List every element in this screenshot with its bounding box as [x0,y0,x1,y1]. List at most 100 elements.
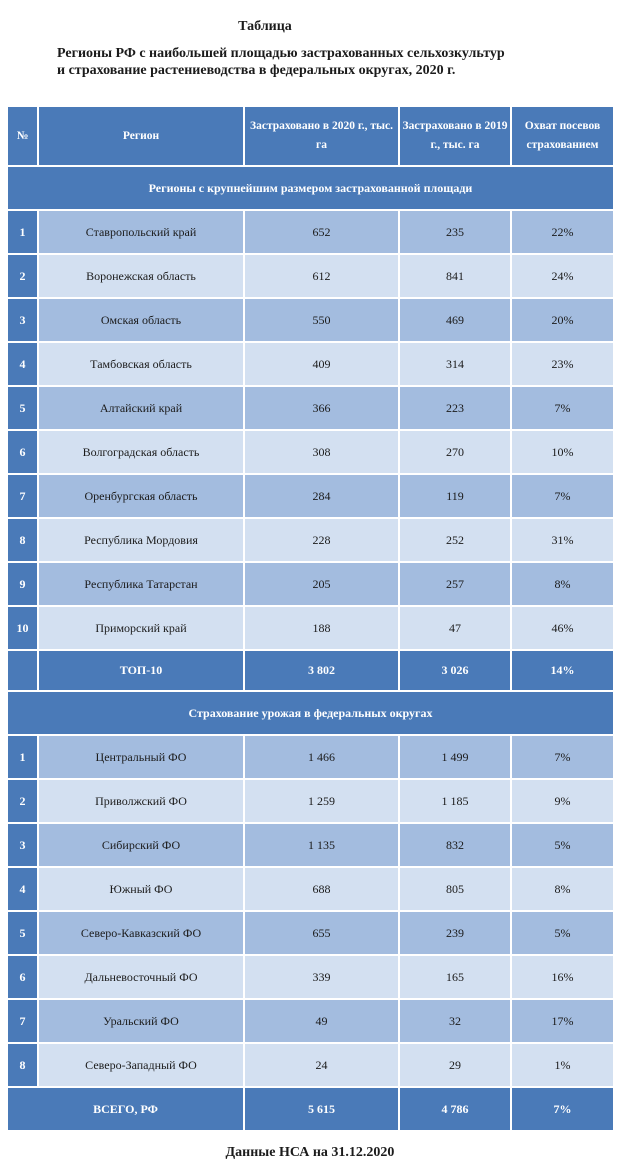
coverage-percent: 7% [512,736,613,780]
insured-2019: 1 499 [400,736,512,780]
insured-2019: 165 [400,956,512,1000]
insured-2019: 32 [400,1000,512,1044]
source-note: Данные НСА на 31.12.2020 [225,1145,395,1160]
row-number: 5 [8,912,39,956]
table-row: 8 Северо-Западный ФО 24 29 1% [8,1044,613,1088]
table-row: 5 Алтайский край 366 223 7% [8,387,613,431]
table-row: 2 Приволжский ФО 1 259 1 185 9% [8,780,613,824]
region-name: Сибирский ФО [39,824,245,868]
coverage-percent: 10% [512,431,613,475]
coverage-percent: 23% [512,343,613,387]
row-number: 7 [8,475,39,519]
coverage-percent: 8% [512,563,613,607]
coverage-percent: 46% [512,607,613,651]
coverage-percent: 17% [512,1000,613,1044]
section-row: Страхование урожая в федеральных округах [8,692,613,736]
row-number: 10 [8,607,39,651]
row-number: 4 [8,868,39,912]
insured-2020: 284 [245,475,400,519]
row-number: 7 [8,1000,39,1044]
insurance-table: № Регион Застраховано в 2020 г., тыс. га… [8,107,613,1132]
insured-2019: 841 [400,255,512,299]
table-row: 4 Тамбовская область 409 314 23% [8,343,613,387]
insured-2019: 29 [400,1044,512,1088]
table-title-line-2: и страхование растениеводства в федераль… [57,63,456,78]
region-name: Республика Мордовия [39,519,245,563]
insured-2019: 832 [400,824,512,868]
coverage-percent: 8% [512,868,613,912]
total-2019: 3 026 [400,651,512,692]
coverage-percent: 7% [512,475,613,519]
insured-2020: 655 [245,912,400,956]
section-districts-body: 1 Центральный ФО 1 466 1 499 7% 2 Приволжский … [8,736,613,1088]
row-number: 2 [8,780,39,824]
row-number: 5 [8,387,39,431]
table-row: 7 Оренбургская область 284 119 7% [8,475,613,519]
grand-total-label: ВСЕГО, РФ [8,1088,245,1132]
table-row: 5 Северо-Кавказский ФО 655 239 5% [8,912,613,956]
header-num: № [8,107,39,167]
header-insured-2019: Застраховано в 2019 г., тыс. га [400,107,512,167]
row-number: 6 [8,956,39,1000]
table-row: 1 Центральный ФО 1 466 1 499 7% [8,736,613,780]
table-row: 4 Южный ФО 688 805 8% [8,868,613,912]
region-name: Алтайский край [39,387,245,431]
header-row: № Регион Застраховано в 2020 г., тыс. га… [8,107,613,167]
insured-2020: 49 [245,1000,400,1044]
insured-2019: 257 [400,563,512,607]
insured-2020: 1 466 [245,736,400,780]
table-title: Регионы РФ с наибольшей площадью застрах… [57,45,597,79]
row-number: 1 [8,736,39,780]
total-label: ТОП-10 [39,651,245,692]
section-title-districts: Страхование урожая в федеральных округах [8,692,613,736]
region-name: Дальневосточный ФО [39,956,245,1000]
region-name: Уральский ФО [39,1000,245,1044]
insured-2019: 119 [400,475,512,519]
region-name: Оренбургская область [39,475,245,519]
coverage-percent: 20% [512,299,613,343]
grand-total-row: ВСЕГО, РФ 5 615 4 786 7% [8,1088,613,1132]
insured-2020: 652 [245,211,400,255]
coverage-percent: 31% [512,519,613,563]
insured-2019: 805 [400,868,512,912]
region-name: Волгоградская область [39,431,245,475]
region-name: Северо-Западный ФО [39,1044,245,1088]
row-number: 6 [8,431,39,475]
coverage-percent: 22% [512,211,613,255]
total-row-top10: ТОП-10 3 802 3 026 14% [8,651,613,692]
total-2020: 3 802 [245,651,400,692]
insured-2020: 1 135 [245,824,400,868]
row-number: 4 [8,343,39,387]
table-row: 8 Республика Мордовия 228 252 31% [8,519,613,563]
grand-total-2020: 5 615 [245,1088,400,1132]
coverage-percent: 5% [512,912,613,956]
insured-2020: 188 [245,607,400,651]
table-row: 6 Дальневосточный ФО 339 165 16% [8,956,613,1000]
insured-2020: 550 [245,299,400,343]
coverage-percent: 1% [512,1044,613,1088]
row-number: 3 [8,299,39,343]
insured-2019: 469 [400,299,512,343]
coverage-percent: 24% [512,255,613,299]
coverage-percent: 16% [512,956,613,1000]
section-row: Регионы с крупнейшим размером застрахова… [8,167,613,211]
insured-2020: 228 [245,519,400,563]
insured-2019: 314 [400,343,512,387]
table-row: 3 Сибирский ФО 1 135 832 5% [8,824,613,868]
insured-2020: 409 [245,343,400,387]
header-region: Регион [39,107,245,167]
insured-2020: 339 [245,956,400,1000]
table-row: 6 Волгоградская область 308 270 10% [8,431,613,475]
region-name: Центральный ФО [39,736,245,780]
header-insured-2020: Застраховано в 2020 г., тыс. га [245,107,400,167]
insured-2020: 688 [245,868,400,912]
region-name: Приволжский ФО [39,780,245,824]
region-name: Воронежская область [39,255,245,299]
section-regions-body: 1 Ставропольский край 652 235 22% 2 Воронежска… [8,211,613,651]
insured-2020: 612 [245,255,400,299]
table-row: 2 Воронежская область 612 841 24% [8,255,613,299]
table-row: 9 Республика Татарстан 205 257 8% [8,563,613,607]
row-number: 8 [8,519,39,563]
table-caption: Таблица [238,19,292,34]
row-number: 3 [8,824,39,868]
